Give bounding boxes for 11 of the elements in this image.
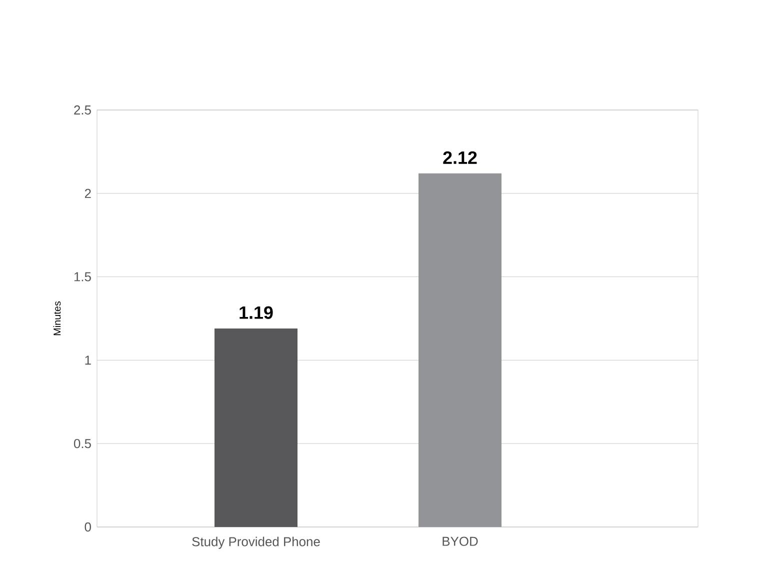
x-tick-label: BYOD bbox=[442, 536, 478, 546]
y-axis-title: Minutes bbox=[53, 301, 61, 336]
data-label: 1.19 bbox=[240, 306, 273, 319]
y-tick-label: 0.5 bbox=[74, 438, 91, 448]
data-label: 2.12 bbox=[443, 151, 477, 164]
y-tick-label: 2.5 bbox=[74, 105, 91, 115]
y-tick-label: 1 bbox=[85, 356, 91, 365]
y-tick-label: 2 bbox=[84, 188, 91, 198]
y-tick-label: 0 bbox=[84, 522, 91, 532]
x-tick-label: Study Provided Phone bbox=[192, 536, 320, 549]
y-tick-label: 1.5 bbox=[74, 272, 91, 282]
